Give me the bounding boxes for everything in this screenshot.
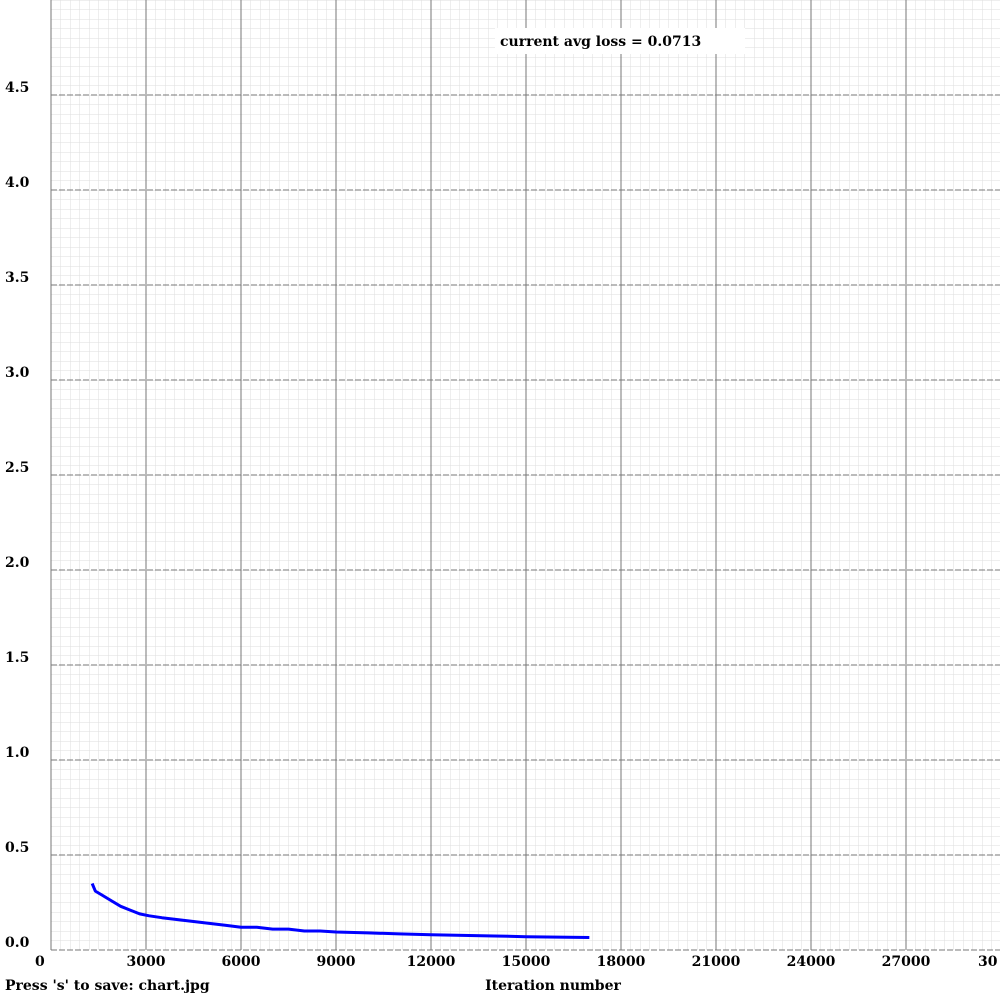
y-tick-label: 1.0 — [5, 745, 30, 761]
x-tick-label: 3000 — [127, 954, 166, 970]
x-tick-label: 21000 — [692, 954, 741, 970]
x-tick-label: 27000 — [882, 954, 931, 970]
footer-note: Press 's' to save: chart.jpg — [5, 978, 210, 994]
y-tick-label: 4.5 — [5, 80, 29, 96]
loss-line — [90, 882, 590, 939]
x-tick-label: 12000 — [407, 954, 456, 970]
annotation: current avg loss = 0.0713 — [500, 34, 701, 50]
y-tick-label: 2.0 — [5, 555, 30, 571]
y-tick-label: 1.5 — [5, 650, 29, 666]
y-tick-label: 2.5 — [5, 460, 29, 476]
x-tick-label: 9000 — [317, 954, 356, 970]
y-tick-label: 3.0 — [5, 365, 30, 381]
y-tick-label: 3.5 — [5, 270, 29, 286]
x-tick-label: 6000 — [222, 954, 261, 970]
y-tick-label: 0.0 — [5, 935, 30, 951]
x-tick-label: 30 — [978, 954, 998, 970]
x-tick-label: 0 — [35, 954, 45, 970]
x-tick-label: 24000 — [787, 954, 836, 970]
annotation-box — [495, 28, 745, 54]
y-tick-label: 4.0 — [5, 175, 30, 191]
x-tick-label: 15000 — [502, 954, 551, 970]
x-axis-label: Iteration number — [485, 978, 621, 994]
y-tick-label: 0.5 — [5, 840, 29, 856]
x-tick-label: 18000 — [597, 954, 646, 970]
